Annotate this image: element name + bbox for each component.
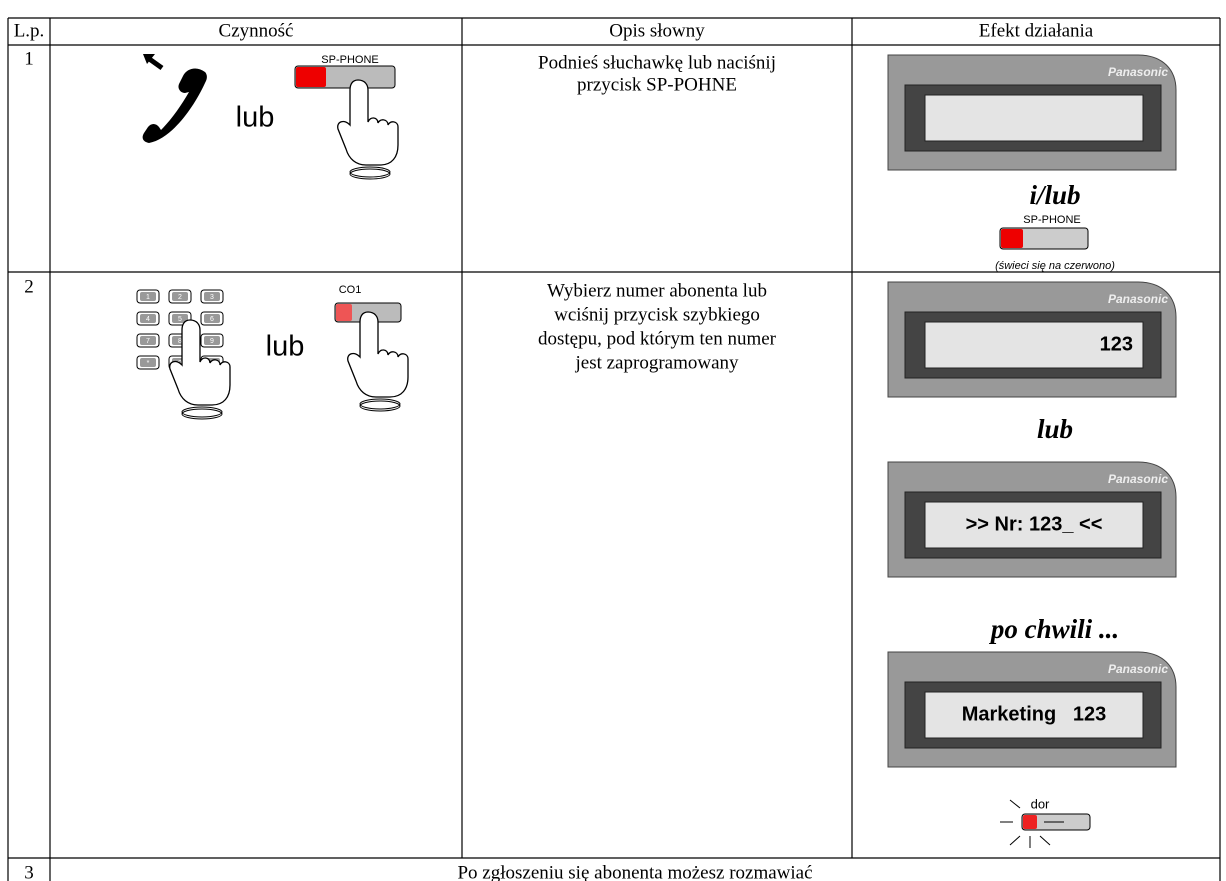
- display-screen: [924, 691, 1144, 739]
- key-label: 6: [210, 316, 214, 323]
- hand-cuff: [359, 398, 401, 410]
- key-label: 7: [146, 338, 150, 345]
- hand-icon: [169, 319, 231, 420]
- brand: Panasonic: [1108, 472, 1168, 486]
- key-face: [172, 292, 188, 301]
- table-grid: [7, 17, 1221, 881]
- key-label: *: [147, 360, 150, 367]
- hand-cuff: [349, 168, 391, 180]
- key-label: 1: [146, 294, 150, 301]
- description: jest zaprogramowany: [574, 352, 739, 373]
- key-face: [140, 336, 156, 345]
- description: Po zgłoszeniu się abonenta możesz rozmaw…: [457, 862, 812, 881]
- button-led: [336, 304, 352, 321]
- header-cell: Opis słowny: [609, 20, 705, 41]
- key-label: 9: [210, 338, 214, 345]
- note: (świeci się na czerwono): [995, 260, 1115, 272]
- row-number: 3: [24, 862, 34, 881]
- description: przycisk SP-POHNE: [577, 74, 737, 95]
- key-face: [204, 314, 220, 323]
- phone-display: Panasonic >> Nr: 123_ <<: [887, 461, 1177, 578]
- button-label: SP-PHONE: [321, 54, 378, 66]
- hand-cuff: [181, 406, 223, 418]
- and-or-label: i/lub: [1029, 180, 1080, 210]
- key-label: 4: [146, 316, 150, 323]
- hand-outline: [347, 311, 409, 398]
- phone-display: Panasonic: [887, 54, 1177, 171]
- later-label: po chwili ...: [989, 614, 1119, 644]
- hand-cuff: [359, 400, 401, 412]
- brand: Panasonic: [1108, 292, 1168, 306]
- header-cell: Efekt działania: [979, 20, 1094, 41]
- key-face: [140, 358, 156, 367]
- display-screen: [924, 94, 1144, 142]
- display-screen: [924, 321, 1144, 369]
- key-label: 2: [178, 294, 182, 301]
- key-face: [172, 314, 188, 323]
- description: Podnieś słuchawkę lub naciśnij: [538, 52, 776, 73]
- key-label: 8: [178, 338, 182, 345]
- key-label: 5: [178, 316, 182, 323]
- blinking-button: [1000, 799, 1091, 848]
- row-number: 1: [24, 48, 34, 69]
- hand-cuff: [181, 408, 223, 420]
- or-label: lub: [1037, 414, 1073, 444]
- or-label: lub: [236, 102, 275, 134]
- description: wciśnij przycisk szybkiego: [554, 304, 760, 325]
- key-face: [140, 314, 156, 323]
- display-screen: [924, 501, 1144, 549]
- key-face: [204, 292, 220, 301]
- button-label: CO1: [339, 284, 362, 296]
- description: Wybierz numer abonenta lub: [547, 280, 767, 301]
- brand: Panasonic: [1108, 662, 1168, 676]
- screen-text: 123: [1100, 333, 1133, 355]
- button-label: dor: [1031, 796, 1050, 811]
- key-face: [140, 292, 156, 301]
- phone-display: Panasonic Marketing 123: [887, 651, 1177, 768]
- key-face: [204, 336, 220, 345]
- hand-outline: [337, 79, 399, 166]
- hand-cuff: [349, 166, 391, 178]
- or-label: lub: [266, 331, 305, 363]
- brand: Panasonic: [1108, 65, 1168, 79]
- button-led: [1001, 229, 1023, 248]
- row-number: 2: [24, 276, 34, 297]
- hand-icon: [337, 79, 399, 180]
- key-label: 3: [210, 294, 214, 301]
- phone-display: Panasonic 123: [887, 281, 1177, 398]
- screen-text: Marketing 123: [962, 703, 1107, 725]
- screen-text: >> Nr: 123_ <<: [966, 513, 1103, 535]
- button-led: [296, 67, 326, 87]
- header-cell: L.p.: [14, 20, 45, 41]
- description: dostępu, pod którym ten numer: [538, 328, 777, 349]
- button-label: SP-PHONE: [1023, 214, 1080, 226]
- handset-icon: [142, 54, 207, 143]
- hand-icon: [347, 311, 409, 412]
- hand-outline: [169, 319, 231, 406]
- header-cell: Czynność: [219, 20, 294, 41]
